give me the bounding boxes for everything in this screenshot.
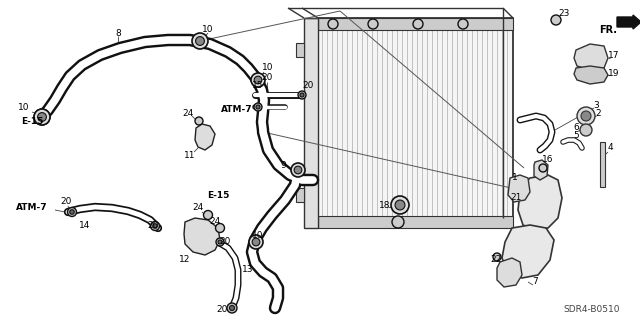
FancyArrow shape: [617, 15, 640, 29]
Text: 4: 4: [607, 144, 613, 152]
Circle shape: [216, 224, 225, 233]
Text: 20: 20: [60, 197, 72, 206]
Circle shape: [153, 224, 157, 228]
Circle shape: [300, 93, 304, 97]
Text: 20: 20: [216, 306, 228, 315]
Text: SDR4-B0510: SDR4-B0510: [563, 306, 620, 315]
Text: E-15: E-15: [207, 190, 229, 199]
Text: 10: 10: [262, 63, 274, 72]
Text: 9: 9: [280, 160, 286, 169]
Text: 21: 21: [510, 194, 522, 203]
Text: 17: 17: [608, 51, 620, 61]
Circle shape: [192, 33, 208, 49]
Text: 2: 2: [595, 109, 601, 118]
Text: 24: 24: [209, 218, 221, 226]
Circle shape: [254, 103, 262, 111]
Polygon shape: [195, 124, 215, 150]
Text: 10: 10: [202, 26, 214, 34]
Circle shape: [252, 238, 260, 246]
Text: ATM-7: ATM-7: [221, 106, 253, 115]
Text: 22: 22: [490, 256, 502, 264]
Text: 7: 7: [532, 278, 538, 286]
Text: 24: 24: [182, 108, 194, 117]
Text: 1: 1: [512, 174, 518, 182]
Polygon shape: [534, 160, 548, 180]
Text: 11: 11: [184, 151, 196, 160]
Bar: [296, 188, 304, 202]
Text: 23: 23: [558, 10, 570, 19]
Circle shape: [539, 164, 547, 172]
Circle shape: [392, 216, 404, 228]
Circle shape: [493, 253, 501, 261]
Circle shape: [251, 73, 265, 87]
Bar: [296, 43, 304, 57]
Text: E-15: E-15: [21, 117, 43, 127]
Circle shape: [218, 240, 222, 244]
Text: 20: 20: [261, 73, 273, 83]
Text: 15: 15: [252, 80, 264, 90]
Bar: [600, 142, 605, 187]
Circle shape: [413, 19, 423, 29]
Circle shape: [577, 107, 595, 125]
Circle shape: [67, 207, 77, 217]
Bar: [318, 18, 513, 228]
Circle shape: [34, 109, 50, 125]
Polygon shape: [502, 225, 554, 278]
Circle shape: [34, 109, 50, 125]
Circle shape: [581, 111, 591, 121]
Circle shape: [227, 303, 237, 313]
Circle shape: [38, 113, 46, 122]
Circle shape: [395, 200, 405, 210]
Circle shape: [204, 211, 212, 219]
Text: 10: 10: [19, 103, 29, 113]
Text: 3: 3: [593, 101, 599, 110]
Circle shape: [458, 19, 468, 29]
Circle shape: [368, 19, 378, 29]
Text: 12: 12: [179, 256, 191, 264]
Polygon shape: [574, 66, 608, 84]
Circle shape: [150, 221, 159, 231]
Text: 16: 16: [542, 155, 554, 165]
Bar: [318, 216, 513, 228]
Circle shape: [298, 91, 306, 99]
Text: 20: 20: [220, 238, 230, 247]
Polygon shape: [497, 258, 522, 287]
Circle shape: [291, 163, 305, 177]
Bar: [304, 18, 318, 228]
Text: 20: 20: [147, 220, 159, 229]
Text: 14: 14: [79, 220, 91, 229]
Text: 24: 24: [193, 204, 204, 212]
Text: 10: 10: [252, 231, 264, 240]
Text: 18: 18: [380, 201, 391, 210]
Polygon shape: [508, 175, 530, 202]
Text: ATM-7: ATM-7: [16, 204, 48, 212]
Circle shape: [70, 210, 74, 214]
Circle shape: [230, 306, 234, 310]
Circle shape: [249, 235, 263, 249]
Circle shape: [294, 166, 302, 174]
Polygon shape: [518, 175, 562, 230]
Text: 8: 8: [115, 28, 121, 38]
Bar: [318, 18, 513, 30]
Text: 13: 13: [243, 265, 253, 275]
Circle shape: [256, 105, 260, 109]
Text: 20: 20: [302, 80, 314, 90]
Circle shape: [196, 37, 204, 45]
Circle shape: [580, 124, 592, 136]
Circle shape: [195, 117, 203, 125]
Text: FR.: FR.: [599, 25, 617, 35]
Circle shape: [391, 196, 409, 214]
Text: 6: 6: [573, 123, 579, 132]
Circle shape: [328, 19, 338, 29]
Circle shape: [254, 76, 262, 84]
Polygon shape: [574, 44, 608, 70]
Circle shape: [551, 15, 561, 25]
Text: 19: 19: [608, 69, 620, 78]
Polygon shape: [184, 218, 220, 255]
Circle shape: [216, 238, 224, 246]
Text: 5: 5: [573, 131, 579, 140]
